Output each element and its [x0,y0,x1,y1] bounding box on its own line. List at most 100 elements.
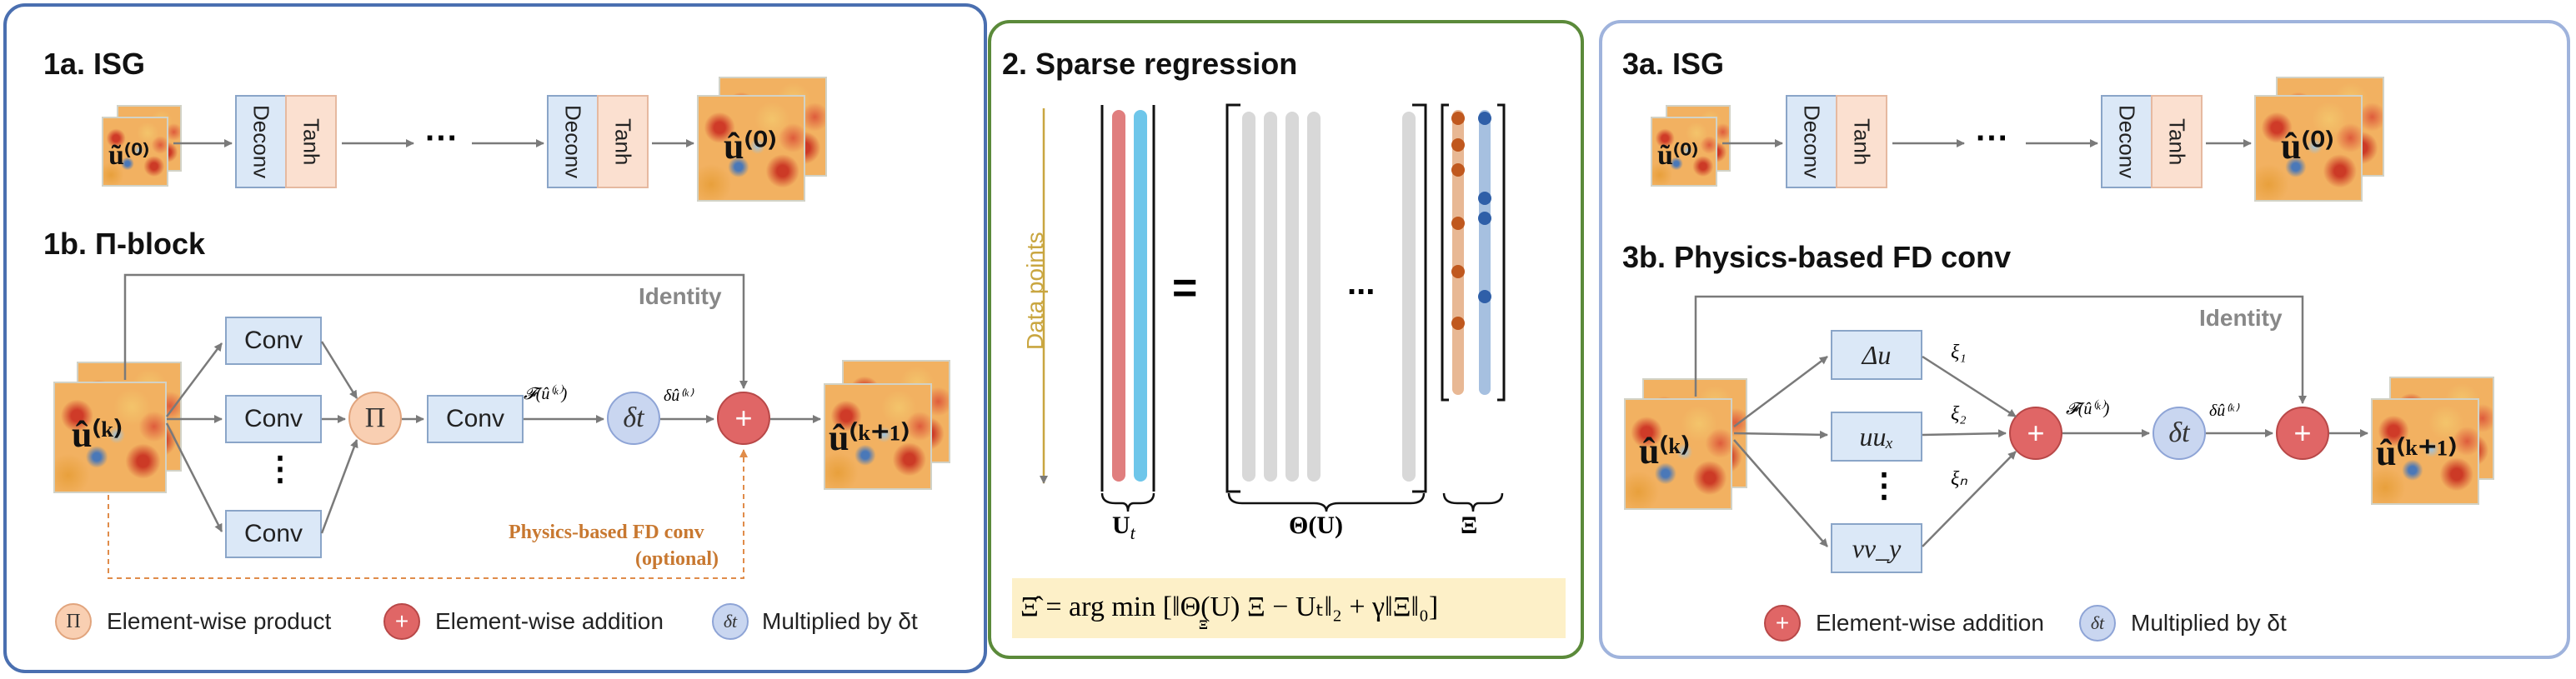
label-xi: Ξ [1461,512,1478,539]
pi-output-label: û⁽ᵏ⁺¹⁾ [829,417,910,458]
equation-text: Ξ̂ = arg min [‖Θ(U) Ξ − Uₜ‖₂ + γ‖Ξ‖₀] [1020,592,1439,622]
conv-box-2: Conv [225,395,322,443]
pi-node-symbol: Π [364,402,386,433]
fd-plus-symbol-2: + [2293,416,2312,450]
theta-dots: ... [1347,265,1376,302]
fd-dt-symbol: δt [2168,417,2190,448]
tanh3-box-1: Tanh [1836,95,1887,188]
pi-f-label: 𝓕(û⁽ᵏ⁾) [524,385,568,403]
deconv3-box-1: Deconv [1786,95,1837,188]
panel-1b-title: 1b. Π-block [43,227,206,261]
pi-dt-symbol: δt [623,402,644,433]
fd-xi-n: ξₙ [1951,468,1967,490]
legend3-dt-symbol: δt [2090,612,2105,633]
pi-output-field [824,383,932,490]
fd-input-field [1624,398,1732,510]
fd-term-box-2: uuₓ [1831,412,1922,462]
panel-2 [988,20,1584,659]
isg3-output-field [2254,95,2363,202]
panel-2-title: 2. Sparse regression [1002,47,1298,81]
legend-dt-text: Multiplied by δt [762,608,918,634]
fd-vdots: ⋮ [1867,467,1901,504]
isg3-input-field [1651,117,1717,187]
deconv3-label-1: Deconv [1799,104,1825,179]
physics-note-1: Physics-based FD conv [509,522,704,543]
fd-output-label: û⁽ᵏ⁺¹⁾ [2376,432,2458,473]
isg-ellipsis: ··· [425,120,459,157]
deconv-label-2: Deconv [560,104,586,179]
pi-input-label: û⁽ᵏ⁾ [72,414,123,455]
legend-pi-icon: Π [55,603,92,640]
legend-add-text: Element-wise addition [435,608,664,634]
legend-pi-symbol: Π [66,610,81,632]
conv-box-4: Conv [427,395,524,443]
tanh-label-1: Tanh [298,117,324,166]
label-ut-main: U [1112,512,1130,539]
legend-pi-text: Element-wise product [107,608,332,634]
physics-note-2: (optional) [635,548,719,570]
deconv3-box-2: Deconv [2101,95,2153,188]
fd-dt-node: δt [2153,407,2206,460]
equation-argmin-sub: Ξ [1199,618,1208,632]
conv-vdots: ⋮ [263,451,297,487]
fd-plus-symbol-1: + [2027,416,2045,450]
fd-term-2: uuₓ [1859,421,1894,452]
fd-term-3: vv_y [1852,532,1902,563]
fd-xi-2: ξ₂ [1951,403,1967,425]
tanh3-box-2: Tanh [2151,95,2203,188]
tanh3-label-1: Tanh [1849,117,1875,166]
fd-du-label: δû⁽ᵏ⁾ [2209,402,2238,420]
isg3-output-label: û⁽⁰⁾ [2281,126,2334,167]
label-theta: Θ(U) [1289,512,1343,539]
fd-plus-node-2: + [2276,407,2329,460]
legend3-dt-icon: δt [2079,605,2116,642]
panel-3b-title: 3b. Physics-based FD conv [1622,240,2012,274]
legend-dt-symbol: δt [723,611,738,632]
panel-3a-title: 3a. ISG [1622,47,1725,81]
fd-term-1: Δu [1862,339,1892,370]
deconv-box-1: Deconv [235,95,287,188]
equation-box [1012,578,1566,638]
conv-label-2: Conv [243,405,303,432]
pi-plus-node: + [717,392,770,445]
equals-sign: = [1172,264,1198,312]
panel-1 [3,3,987,673]
pi-identity-label: Identity [639,283,722,309]
isg3-input-label: ũ⁽⁰⁾ [1657,140,1699,171]
pi-dt-node: δt [607,392,660,445]
deconv-box-2: Deconv [547,95,599,188]
conv-box-1: Conv [225,317,322,365]
fd-term-box-3: vv_y [1831,523,1922,573]
panel-3 [1599,20,2570,659]
pi-product-node: Π [348,392,402,445]
fd-identity-label: Identity [2199,305,2283,331]
legend-add-symbol: + [394,608,409,634]
data-points-label: Data points [1022,232,1048,350]
panel-1a-title: 1a. ISG [43,47,146,81]
legend3-add-text: Element-wise addition [1816,610,2044,636]
legend3-add-symbol: + [1775,610,1790,636]
tanh-label-2: Tanh [610,117,636,166]
isg3-ellipsis: ··· [1976,120,2009,157]
conv-label-4: Conv [445,405,505,432]
fd-f-label: 𝓕(û⁽ᵏ⁾) [2066,400,2110,418]
isg-input-label: ũ⁽⁰⁾ [108,140,150,171]
tanh3-label-2: Tanh [2164,117,2190,166]
tanh-box-1: Tanh [285,95,337,188]
fd-xi-1: ξ₁ [1951,342,1967,363]
legend-dt-icon: δt [712,603,749,640]
fd-plus-node-1: + [2009,407,2062,460]
isg-input-field [102,117,168,187]
isg-output-field [697,95,805,202]
isg-output-label: û⁽⁰⁾ [724,126,777,167]
fd-term-box-1: Δu [1831,330,1922,380]
fd-input-label: û⁽ᵏ⁾ [1639,431,1690,472]
conv-label-1: Conv [243,327,303,354]
legend3-dt-text: Multiplied by δt [2131,610,2287,636]
fd-output-field [2371,398,2479,505]
conv-label-3: Conv [243,520,303,547]
label-ut-sub: t [1130,522,1135,543]
pi-du-label: δû⁽ᵏ⁾ [664,387,693,405]
tanh-box-2: Tanh [597,95,649,188]
legend-add-icon: + [383,603,420,640]
